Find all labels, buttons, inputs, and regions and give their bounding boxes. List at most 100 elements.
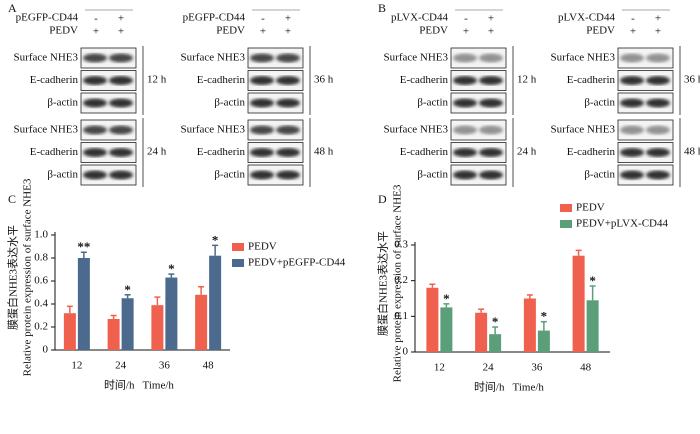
blot-band: [646, 148, 670, 157]
blot-frame: [617, 47, 674, 69]
blot-band: [109, 76, 133, 85]
x-tick-label: 36: [531, 362, 543, 374]
error-bar: [66, 305, 73, 314]
y-tick-label: 0.8: [34, 252, 48, 264]
treatment-sign: -: [94, 13, 98, 25]
row-label: Surface NHE3: [551, 124, 616, 136]
error-bar: [526, 294, 533, 299]
blot-band: [250, 53, 274, 63]
row-label: E-cadherin: [400, 74, 449, 86]
blot-band: [276, 76, 300, 85]
treatment-sign: +: [488, 13, 494, 25]
error-bar: [198, 286, 205, 295]
blot-band: [620, 98, 644, 108]
y-tick-label: 0.4: [34, 298, 48, 310]
blot-band: [250, 98, 274, 108]
error-bar: [589, 285, 596, 301]
blot-band: [276, 53, 300, 63]
row-label: Surface NHE3: [14, 52, 79, 64]
x-axis-label-zh: 时间/h: [474, 381, 505, 394]
row-label: E-cadherin: [567, 74, 616, 86]
row-label: Surface NHE3: [384, 124, 449, 136]
blot-frame: [450, 142, 507, 163]
bar: [209, 255, 222, 350]
bar: [107, 318, 120, 350]
blot-band: [620, 76, 644, 85]
x-tick-label: 24: [483, 362, 495, 374]
significance-mark: *: [212, 232, 219, 247]
infection-sign: +: [118, 26, 124, 38]
y-tick-label: 0.1: [394, 310, 408, 322]
error-bar: [124, 294, 131, 299]
blot-band: [83, 170, 107, 180]
bar: [572, 255, 585, 352]
legend-label: PEDV: [248, 241, 277, 253]
blot-frame: [80, 164, 137, 186]
blot-band: [620, 53, 644, 63]
blot-band: [250, 148, 274, 157]
y-axis-label-zh: 膜蛋白NHE3表达水平: [376, 231, 390, 336]
infection-label: PEDV: [586, 25, 615, 37]
blot-band: [620, 125, 644, 135]
time-label: 48 h: [684, 146, 700, 158]
treatment-label: pLVX-CD44: [558, 12, 616, 24]
error-bar: [478, 308, 485, 313]
legend-label: PEDV: [576, 202, 605, 214]
x-tick-label: 36: [159, 360, 171, 372]
blot-band: [83, 53, 107, 63]
blot-band: [453, 53, 477, 63]
x-tick-label: 12: [434, 362, 445, 374]
error-bar: [492, 326, 499, 335]
significance-mark: **: [77, 239, 90, 254]
blot-frame: [450, 119, 507, 141]
bar: [151, 305, 164, 350]
bar: [165, 277, 178, 350]
error-bar: [212, 244, 219, 256]
blot-band: [83, 76, 107, 85]
blot-band: [453, 170, 477, 180]
blot-frame: [247, 92, 304, 114]
blot-band: [479, 76, 503, 85]
blot-band: [646, 170, 670, 180]
blot-band: [250, 170, 274, 180]
blot-band: [83, 98, 107, 108]
time-label: 36 h: [684, 74, 700, 86]
time-label: 12 h: [147, 74, 167, 86]
treatment-sign: +: [655, 13, 661, 25]
blot-band: [250, 76, 274, 85]
bar: [586, 300, 599, 352]
row-label: β-actin: [47, 97, 78, 109]
time-label: 36 h: [314, 74, 334, 86]
blot-frame: [450, 70, 507, 91]
blot-band: [276, 98, 300, 108]
y-tick-label: 0: [43, 344, 49, 356]
treatment-sign: -: [464, 13, 468, 25]
blot-band: [83, 125, 107, 135]
blot-band: [646, 98, 670, 108]
error-bar: [443, 303, 450, 308]
bar: [121, 298, 134, 350]
bar: [77, 258, 90, 350]
blot-band: [646, 76, 670, 85]
x-tick-label: 12: [71, 360, 82, 372]
infection-sign: +: [655, 26, 661, 38]
treatment-sign: -: [631, 13, 635, 25]
blot-frame: [80, 47, 137, 69]
row-label: β-actin: [584, 97, 615, 109]
bar: [195, 294, 208, 350]
infection-sign: +: [285, 26, 291, 38]
blot-frame: [247, 47, 304, 69]
bar: [426, 287, 439, 352]
x-axis-label: Time/h: [143, 380, 175, 392]
row-label: Surface NHE3: [14, 124, 79, 136]
significance-mark: *: [541, 309, 548, 324]
blot-frame: [450, 92, 507, 114]
error-bar: [168, 273, 175, 278]
blot-frame: [247, 142, 304, 163]
row-label: β-actin: [417, 97, 448, 109]
row-label: Surface NHE3: [181, 52, 246, 64]
panel-label: A: [8, 1, 17, 15]
blot-frame: [247, 70, 304, 91]
panel-label: B: [378, 1, 386, 15]
blot-frame: [80, 142, 137, 163]
